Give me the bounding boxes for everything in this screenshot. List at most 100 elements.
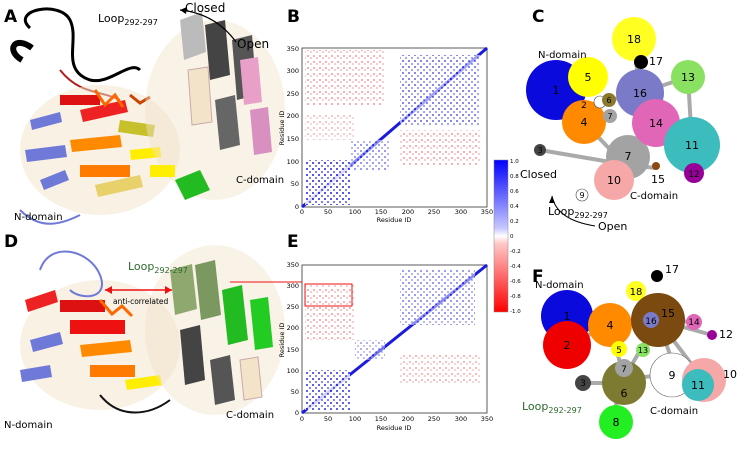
svg-text:1: 1 bbox=[564, 310, 571, 323]
node-f-5 bbox=[611, 341, 627, 357]
node-c-17 bbox=[634, 55, 648, 69]
loop-label-c: Loop292-297 bbox=[548, 205, 608, 220]
svg-text:50: 50 bbox=[324, 415, 332, 423]
svg-text:11: 11 bbox=[685, 139, 699, 152]
nodes-f: 1 2 4 3 18 17 15 16 14 12 5 13 6 7 9 10 … bbox=[541, 263, 737, 439]
svg-text:100: 100 bbox=[287, 158, 299, 166]
svg-text:18: 18 bbox=[627, 33, 641, 46]
svg-text:300: 300 bbox=[455, 415, 467, 423]
svg-text:4: 4 bbox=[581, 116, 588, 129]
panel-label-e: E bbox=[287, 232, 299, 252]
svg-text:0.2: 0.2 bbox=[510, 219, 519, 225]
x-axis-label-b: Residue ID bbox=[377, 216, 412, 224]
node-c-8 bbox=[603, 109, 617, 123]
node-c-12 bbox=[684, 163, 704, 183]
svg-text:10: 10 bbox=[607, 174, 621, 187]
svg-text:14: 14 bbox=[649, 117, 663, 130]
panel-label-b: B bbox=[287, 7, 300, 27]
svg-text:150: 150 bbox=[375, 415, 387, 423]
svg-text:300: 300 bbox=[455, 208, 467, 216]
loop-label-d: Loop292-297 bbox=[128, 260, 188, 275]
loop-label-f: Loop292-297 bbox=[522, 400, 582, 415]
loop-292-297-a bbox=[23, 7, 142, 83]
svg-text:3: 3 bbox=[580, 379, 586, 389]
svg-text:350: 350 bbox=[481, 208, 493, 216]
svg-text:0: 0 bbox=[295, 409, 299, 417]
svg-text:200: 200 bbox=[402, 415, 414, 423]
ligand-d bbox=[98, 299, 134, 318]
heatmap-y-ticks-b: 0 50 100 150 200 250 300 350 bbox=[287, 45, 299, 211]
c-domain-label-f: C-domain bbox=[650, 406, 698, 417]
svg-text:2: 2 bbox=[564, 339, 571, 352]
node-f-17 bbox=[651, 270, 663, 282]
svg-text:200: 200 bbox=[402, 208, 414, 216]
svg-text:-0.4: -0.4 bbox=[510, 264, 521, 270]
svg-text:6: 6 bbox=[621, 387, 628, 400]
node-f-12 bbox=[707, 330, 717, 340]
node-f-18 bbox=[626, 281, 646, 301]
svg-text:9: 9 bbox=[669, 369, 676, 382]
svg-text:100: 100 bbox=[349, 415, 361, 423]
node-f-4 bbox=[588, 303, 632, 347]
svg-text:350: 350 bbox=[287, 45, 299, 53]
node-f-2 bbox=[543, 321, 591, 369]
heatmap-cells-e bbox=[301, 263, 488, 415]
panel-label-d: D bbox=[4, 232, 18, 252]
svg-text:13: 13 bbox=[681, 71, 695, 84]
svg-text:0: 0 bbox=[510, 234, 514, 240]
loop-helix-a bbox=[10, 40, 34, 63]
c-domain-label-c: C-domain bbox=[630, 191, 678, 202]
svg-text:5: 5 bbox=[616, 346, 622, 356]
svg-text:11: 11 bbox=[691, 379, 705, 392]
svg-text:250: 250 bbox=[428, 208, 440, 216]
svg-text:8: 8 bbox=[613, 416, 620, 429]
heatmap-x-ticks-e: 0 50 100 150 200 250 300 350 bbox=[300, 415, 493, 423]
c-domain-label-a: C-domain bbox=[236, 175, 284, 186]
svg-text:150: 150 bbox=[287, 346, 299, 354]
svg-text:250: 250 bbox=[287, 303, 299, 311]
panel-label-f: F bbox=[532, 267, 544, 287]
node-c-15 bbox=[652, 162, 660, 170]
n-domain-label-d: N-domain bbox=[4, 420, 53, 431]
node-f-7 bbox=[615, 359, 633, 377]
svg-text:7: 7 bbox=[621, 365, 627, 375]
svg-text:1.0: 1.0 bbox=[510, 159, 519, 165]
svg-text:0.6: 0.6 bbox=[510, 189, 519, 195]
highlight-box-e bbox=[304, 283, 353, 307]
svg-text:15: 15 bbox=[661, 307, 675, 320]
node-c-9 bbox=[575, 188, 589, 202]
node-c-5 bbox=[568, 57, 608, 97]
open-label-c: Open bbox=[598, 220, 627, 233]
nodes-c: 1 4 5 2 6 7 3 18 17 16 13 14 11 12 10 15… bbox=[526, 17, 720, 202]
svg-text:250: 250 bbox=[428, 415, 440, 423]
n-domain-label-f: N-domain bbox=[535, 280, 584, 291]
panel-label-a: A bbox=[4, 7, 18, 27]
node-c-13 bbox=[671, 60, 705, 94]
node-f-13 bbox=[636, 343, 650, 357]
node-c-6 bbox=[602, 93, 616, 107]
svg-text:2: 2 bbox=[581, 101, 587, 111]
svg-text:200: 200 bbox=[287, 112, 299, 120]
node-f-3 bbox=[575, 375, 591, 391]
node-f-8 bbox=[599, 405, 633, 439]
panel-label-c: C bbox=[532, 7, 544, 27]
svg-text:12: 12 bbox=[688, 170, 699, 180]
svg-text:12: 12 bbox=[719, 328, 733, 341]
node-c-11 bbox=[664, 117, 720, 173]
svg-text:100: 100 bbox=[349, 208, 361, 216]
svg-text:0: 0 bbox=[300, 208, 304, 216]
svg-text:-1.0: -1.0 bbox=[510, 309, 521, 315]
node-c-4 bbox=[562, 100, 606, 144]
svg-text:6: 6 bbox=[606, 96, 611, 105]
closed-label-c: Closed bbox=[520, 168, 557, 181]
svg-text:17: 17 bbox=[665, 263, 679, 276]
svg-text:13: 13 bbox=[638, 346, 648, 355]
x-axis-label-e: Residue ID bbox=[377, 424, 412, 432]
colorbar-gradient bbox=[493, 159, 509, 313]
heatmap-x-ticks-b: 0 50 100 150 200 250 300 350 bbox=[300, 208, 493, 216]
closed-label-a: Closed bbox=[185, 1, 225, 15]
svg-text:-0.6: -0.6 bbox=[510, 279, 521, 285]
svg-text:300: 300 bbox=[287, 282, 299, 290]
svg-text:5: 5 bbox=[585, 71, 592, 84]
